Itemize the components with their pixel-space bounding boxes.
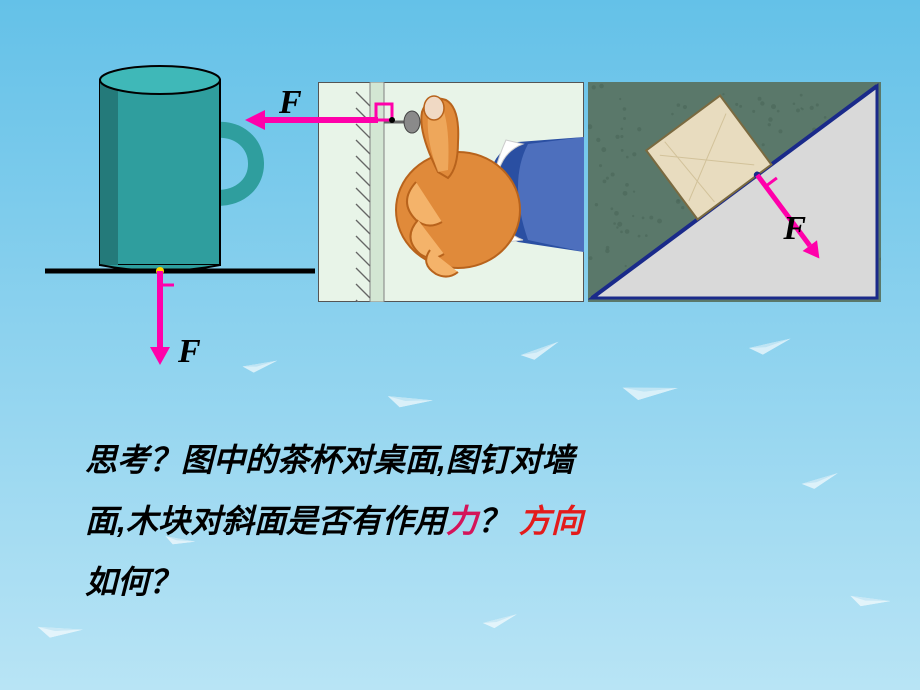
question-segment: ？ (478, 503, 519, 539)
thumb-svg (318, 82, 584, 302)
question-segment: 思考？图中的茶杯对桌面,图钉对墙 (85, 442, 574, 478)
question-text: 思考？图中的茶杯对桌面,图钉对墙面,木块对斜面是否有作用力？ 方向如何？ (85, 430, 845, 612)
incline-svg (588, 82, 881, 302)
question-segment: 力 (446, 503, 478, 539)
force-label-f-horizontal: F (279, 84, 302, 122)
question-segment: 面,木块对斜面是否有作用 (85, 503, 446, 539)
diagram-cup-on-table (45, 50, 315, 375)
diagram-thumb-pin-wall (318, 82, 584, 307)
question-segment: 方向 (519, 503, 583, 539)
question-segment: 如何？ (85, 564, 181, 600)
diagram-block-on-incline (588, 82, 881, 307)
cup-svg (45, 50, 315, 370)
force-label-f-incline: F (783, 210, 806, 248)
force-label-f-vertical: F (178, 333, 201, 371)
slide-stage: F F F 思考？图中的茶杯对桌面,图钉对墙面,木块对斜面是否有作用力？ 方向如… (0, 0, 920, 690)
